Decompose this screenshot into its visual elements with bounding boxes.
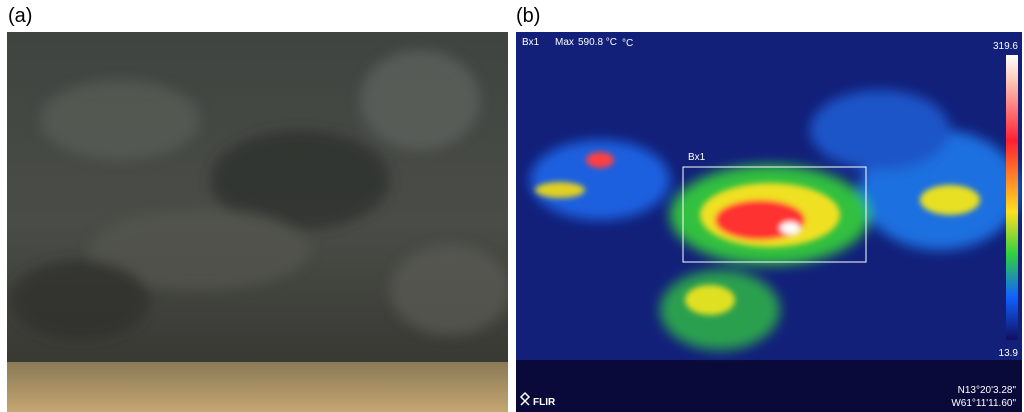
panel-label: (a) <box>8 5 32 27</box>
latitude: N13°20'3.28" <box>958 385 1017 396</box>
panel-label: (b) <box>516 5 540 27</box>
box-label: Bx1 <box>688 152 706 163</box>
header-box: Bx1 <box>522 37 540 48</box>
header-max-label: Max <box>555 37 574 48</box>
longitude: W61°11'11.60" <box>951 398 1016 409</box>
logo: FLIR <box>533 397 556 408</box>
scale-max: 319.6 <box>993 41 1018 52</box>
scale-min: 13.9 <box>999 348 1019 359</box>
header-max-value: 590.8 °C <box>578 37 617 48</box>
thermal-image: Bx1 Bx1 Max 590.8 °C °C 319.6 13.9 FLIR … <box>516 32 1022 412</box>
header-unit: °C <box>622 38 633 49</box>
color-bar <box>1006 55 1018 340</box>
figure: (a) (b) <box>0 0 1024 412</box>
rock-photo <box>7 32 510 412</box>
